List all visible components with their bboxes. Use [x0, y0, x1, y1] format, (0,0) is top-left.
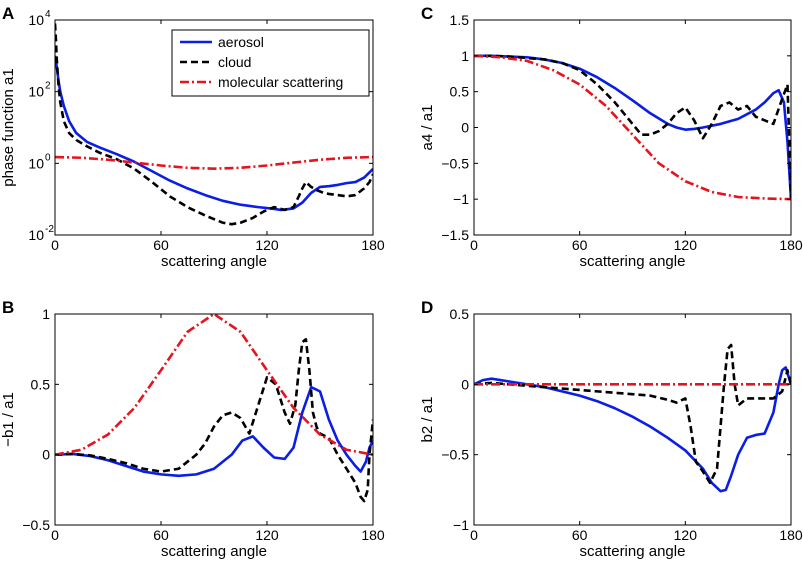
panel-letter: C — [421, 4, 433, 23]
y-tick-label: 10 — [28, 12, 44, 28]
series-line-molecular-scattering — [55, 155, 373, 170]
y-tick-label: −1 — [453, 191, 469, 207]
x-tick-label: 120 — [255, 237, 279, 253]
series-line-aerosol — [55, 55, 373, 212]
x-tick-label: 180 — [779, 527, 803, 543]
series-group — [474, 343, 791, 493]
x-tick-label: 0 — [470, 237, 478, 253]
x-axis-label: scattering angle — [580, 543, 686, 560]
series-group — [474, 54, 791, 201]
y-tick-label: 10 — [28, 155, 44, 171]
x-tick-label: 60 — [572, 527, 588, 543]
y-axis-label: phase function a1 — [0, 68, 17, 186]
legend-label: aerosol — [218, 34, 264, 50]
y-axis-label: −b1 / a1 — [0, 392, 17, 447]
x-tick-label: 0 — [51, 527, 59, 543]
y-tick-label: 10 — [28, 227, 44, 243]
x-tick-label: 120 — [255, 527, 279, 543]
series-group — [55, 23, 373, 226]
y-tick-label: 0 — [42, 447, 50, 463]
y-tick-label: 0.5 — [450, 84, 470, 100]
x-tick-label: 60 — [153, 527, 169, 543]
panel-letter: A — [2, 4, 14, 23]
y-tick-label: 1.5 — [450, 12, 470, 28]
chart-panel-d: 0 60 120 180 scattering angle −1 −0.5 0 0.5 b2 / … — [419, 298, 803, 560]
y-tick-label: 1 — [461, 48, 469, 64]
series-line-aerosol — [55, 385, 373, 478]
y-tick-label: 0 — [461, 120, 469, 136]
x-axis-label: scattering angle — [161, 253, 267, 270]
panel-letter: B — [2, 298, 14, 317]
y-tick-exponent: 0 — [45, 152, 51, 163]
x-tick-label: 0 — [51, 237, 59, 253]
series-line-aerosol — [474, 54, 791, 200]
axes-frame — [473, 313, 792, 526]
axes-frame — [473, 19, 792, 236]
series-line-cloud — [474, 343, 791, 485]
x-tick-label: 180 — [361, 237, 385, 253]
y-axis-label: a4 / a1 — [419, 105, 436, 151]
y-tick-exponent: 4 — [45, 9, 51, 20]
y-tick-label: 0.5 — [31, 376, 51, 392]
axes-frame — [54, 19, 374, 236]
x-tick-label: 60 — [153, 237, 169, 253]
series-line-molecular-scattering — [55, 314, 373, 456]
series-line-cloud — [55, 23, 373, 226]
y-tick-label: 1 — [42, 306, 50, 322]
x-axis-label: scattering angle — [580, 253, 686, 270]
x-tick-label: 0 — [470, 527, 478, 543]
x-tick-label: 180 — [361, 527, 385, 543]
x-tick-label: 120 — [674, 237, 698, 253]
series-line-cloud — [55, 338, 373, 503]
y-tick-label: −1 — [453, 517, 469, 533]
legend-label: molecular scattering — [218, 74, 343, 90]
panel-letter: D — [421, 298, 433, 317]
y-tick-label: −1.5 — [441, 227, 469, 243]
y-tick-label: 0 — [461, 376, 469, 392]
y-tick-label: −0.5 — [441, 447, 469, 463]
y-tick-exponent: -2 — [45, 224, 54, 235]
series-line-molecular-scattering — [474, 54, 791, 201]
legend-label: cloud — [218, 54, 251, 70]
legend: aerosol cloud molecular scattering — [171, 29, 370, 97]
series-group — [55, 314, 373, 503]
y-axis-label: b2 / a1 — [419, 397, 436, 443]
x-tick-label: 60 — [572, 237, 588, 253]
chart-panel-c: 0 60 120 180 scattering angle −1.5 −1 −0.5 0 0.5 1… — [419, 4, 803, 270]
y-tick-exponent: 2 — [45, 81, 51, 92]
y-tick-label: −0.5 — [441, 155, 469, 171]
y-tick-label: 0.5 — [450, 306, 470, 322]
x-tick-label: 180 — [779, 237, 803, 253]
axes-frame — [54, 313, 374, 526]
y-tick-label: 10 — [28, 84, 44, 100]
y-tick-label: −0.5 — [22, 517, 50, 533]
series-line-cloud — [474, 54, 791, 200]
x-tick-label: 120 — [674, 527, 698, 543]
x-axis-label: scattering angle — [161, 543, 267, 560]
